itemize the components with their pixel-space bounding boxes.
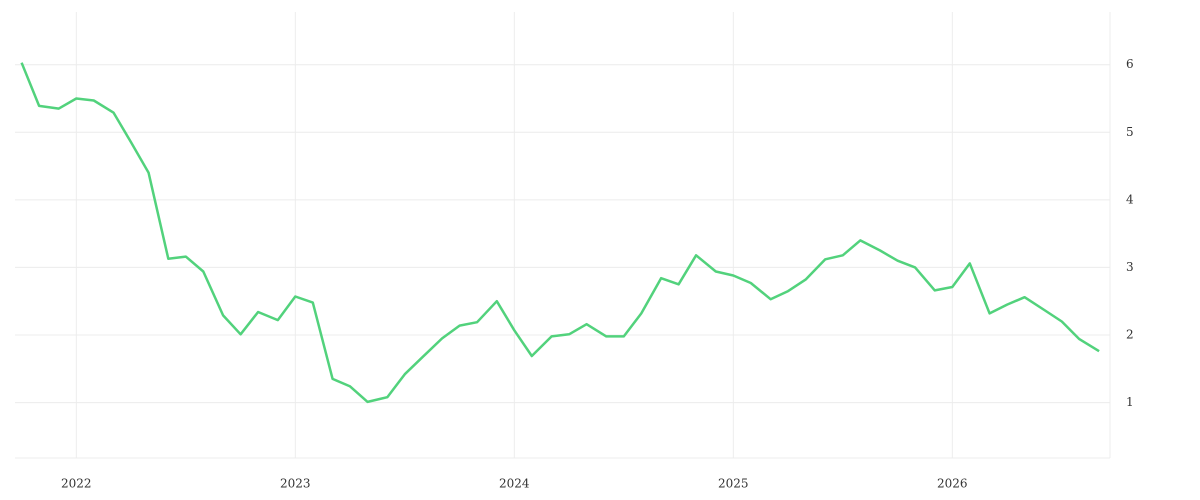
data-line xyxy=(20,62,1100,404)
x-tick-label: 2026 xyxy=(937,477,968,491)
y-tick-label: 6 xyxy=(1126,57,1134,71)
y-tick-label: 3 xyxy=(1126,260,1134,274)
x-tick-label: 2024 xyxy=(499,477,530,491)
y-tick-label: 5 xyxy=(1126,125,1134,139)
y-tick-label: 1 xyxy=(1126,395,1134,409)
y-tick-label: 4 xyxy=(1126,192,1134,206)
x-tick-label: 2025 xyxy=(718,477,749,491)
x-tick-label: 2023 xyxy=(280,477,311,491)
y-tick-label: 2 xyxy=(1126,328,1134,342)
x-tick-label: 2022 xyxy=(61,477,92,491)
